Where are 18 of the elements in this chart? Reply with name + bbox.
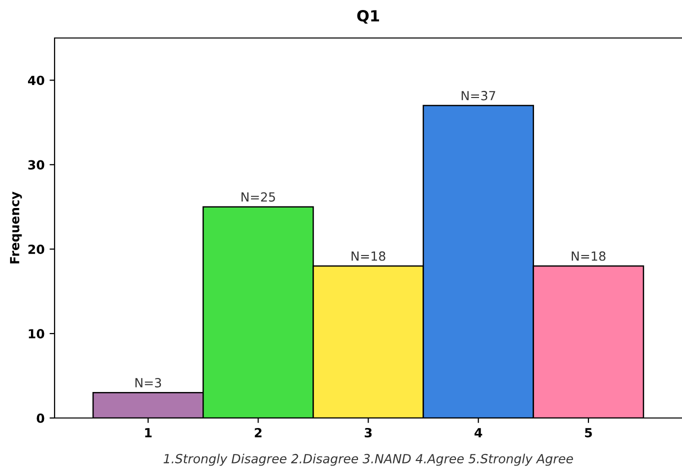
x-tick-label: 4 — [474, 428, 482, 438]
x-tick-label: 1 — [145, 428, 152, 438]
x-tick-label: 5 — [585, 428, 592, 438]
x-axis-title: 1.Strongly Disagree 2.Disagree 3.NAND 4.Agree 5.Strongly Agree — [164, 454, 573, 466]
data-label: N=25 — [242, 192, 275, 202]
y-tick-label: 0 — [36, 413, 44, 423]
y-tick-label: 20 — [28, 244, 44, 254]
y-tick-label: 40 — [28, 76, 44, 86]
chart-title: Q1 — [357, 10, 380, 24]
y-axis-title: Frequency — [10, 192, 22, 264]
x-tick-label: 3 — [364, 428, 372, 438]
data-label: N=37 — [462, 90, 496, 100]
data-label: N=18 — [352, 251, 386, 261]
data-label: N=3 — [135, 378, 162, 388]
data-label: N=18 — [572, 251, 606, 261]
y-tick-label: 10 — [28, 329, 44, 338]
y-tick-label: 30 — [28, 160, 44, 170]
x-tick-label: 2 — [254, 428, 262, 438]
